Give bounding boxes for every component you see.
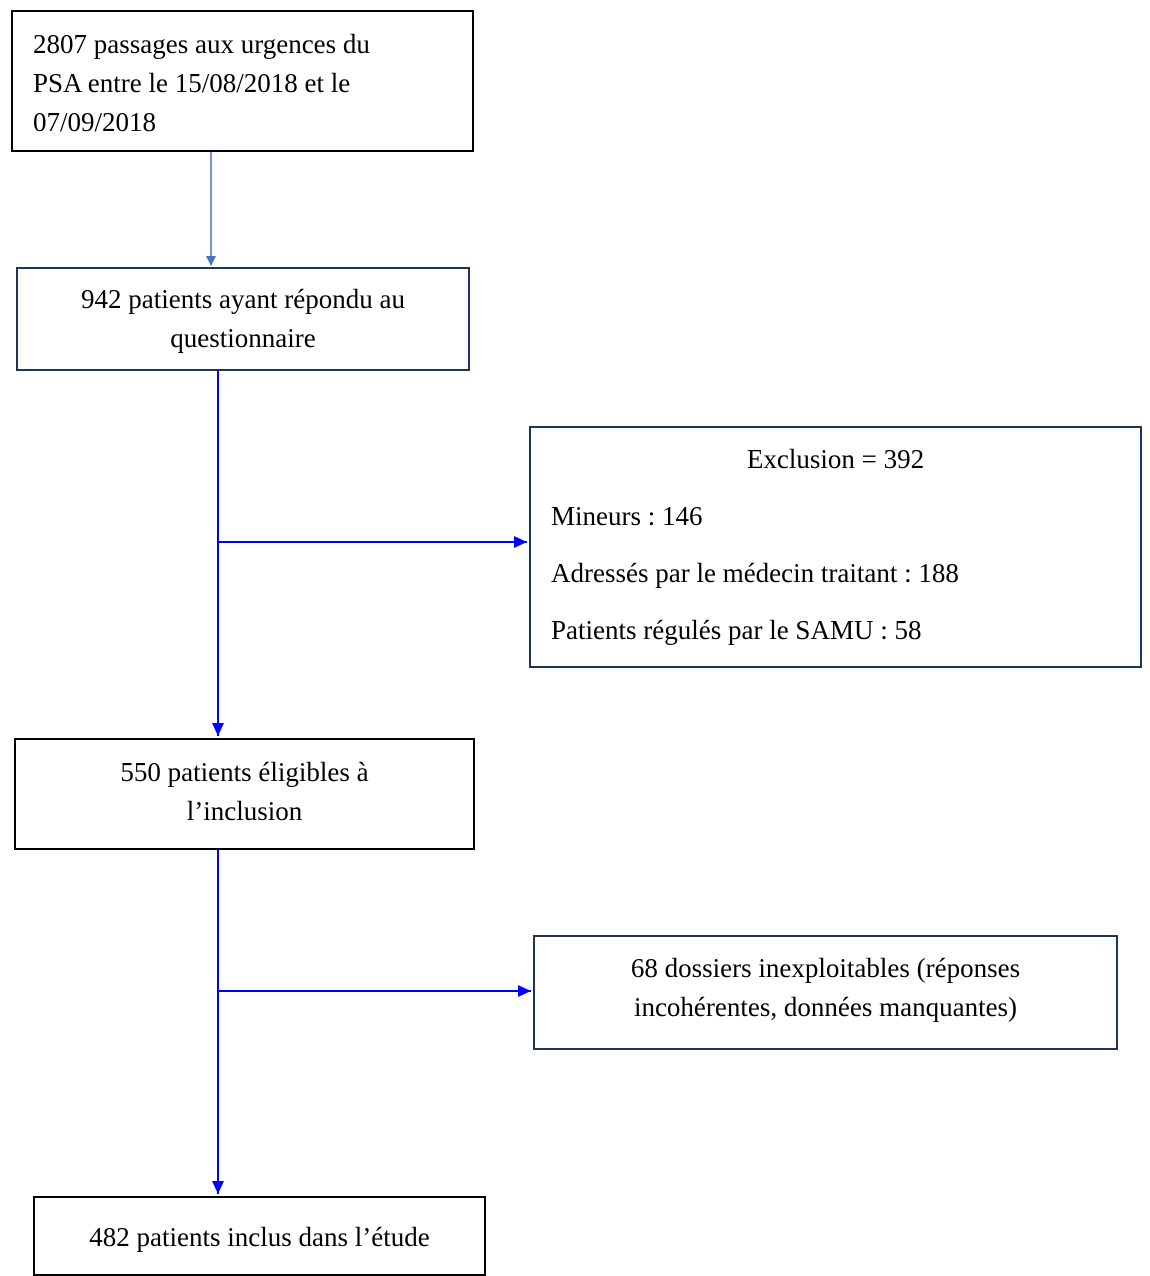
exclusion-item-minors: Mineurs : 146: [551, 501, 703, 531]
exclusion-item-gp-referred: Adressés par le médecin traitant : 188: [551, 558, 959, 588]
exclusion-title: Exclusion = 392: [746, 444, 925, 474]
box-questionnaire-respondents: 942 patients ayant répondu au questionna…: [16, 267, 470, 371]
box-emergency-visits: 2807 passages aux urgences du PSA entre …: [11, 10, 474, 152]
box-unusable-records: 68 dossiers inexploitables (réponses inc…: [533, 935, 1118, 1050]
box-text-line: 68 dossiers inexploitables (réponses: [630, 953, 1021, 983]
box-text-line: 2807 passages aux urgences du: [33, 29, 370, 59]
exclusion-item-samu-regulated: Patients régulés par le SAMU : 58: [551, 615, 922, 645]
box-text-line: 07/09/2018: [33, 107, 157, 137]
box-text-line: l’inclusion: [186, 796, 303, 826]
box-text-line: 550 patients éligibles à: [120, 757, 369, 787]
box-exclusion: Exclusion = 392 Mineurs : 146 Adressés p…: [529, 426, 1142, 668]
box-text-line: incohérentes, données manquantes): [633, 992, 1018, 1022]
box-text-line: questionnaire: [170, 323, 316, 353]
box-text-line: 482 patients inclus dans l’étude: [89, 1222, 430, 1252]
box-text-line: 942 patients ayant répondu au: [81, 284, 405, 314]
box-eligible-patients: 550 patients éligibles à l’inclusion: [14, 738, 475, 850]
box-included-patients: 482 patients inclus dans l’étude: [33, 1196, 486, 1276]
box-text-line: PSA entre le 15/08/2018 et le: [33, 68, 351, 98]
